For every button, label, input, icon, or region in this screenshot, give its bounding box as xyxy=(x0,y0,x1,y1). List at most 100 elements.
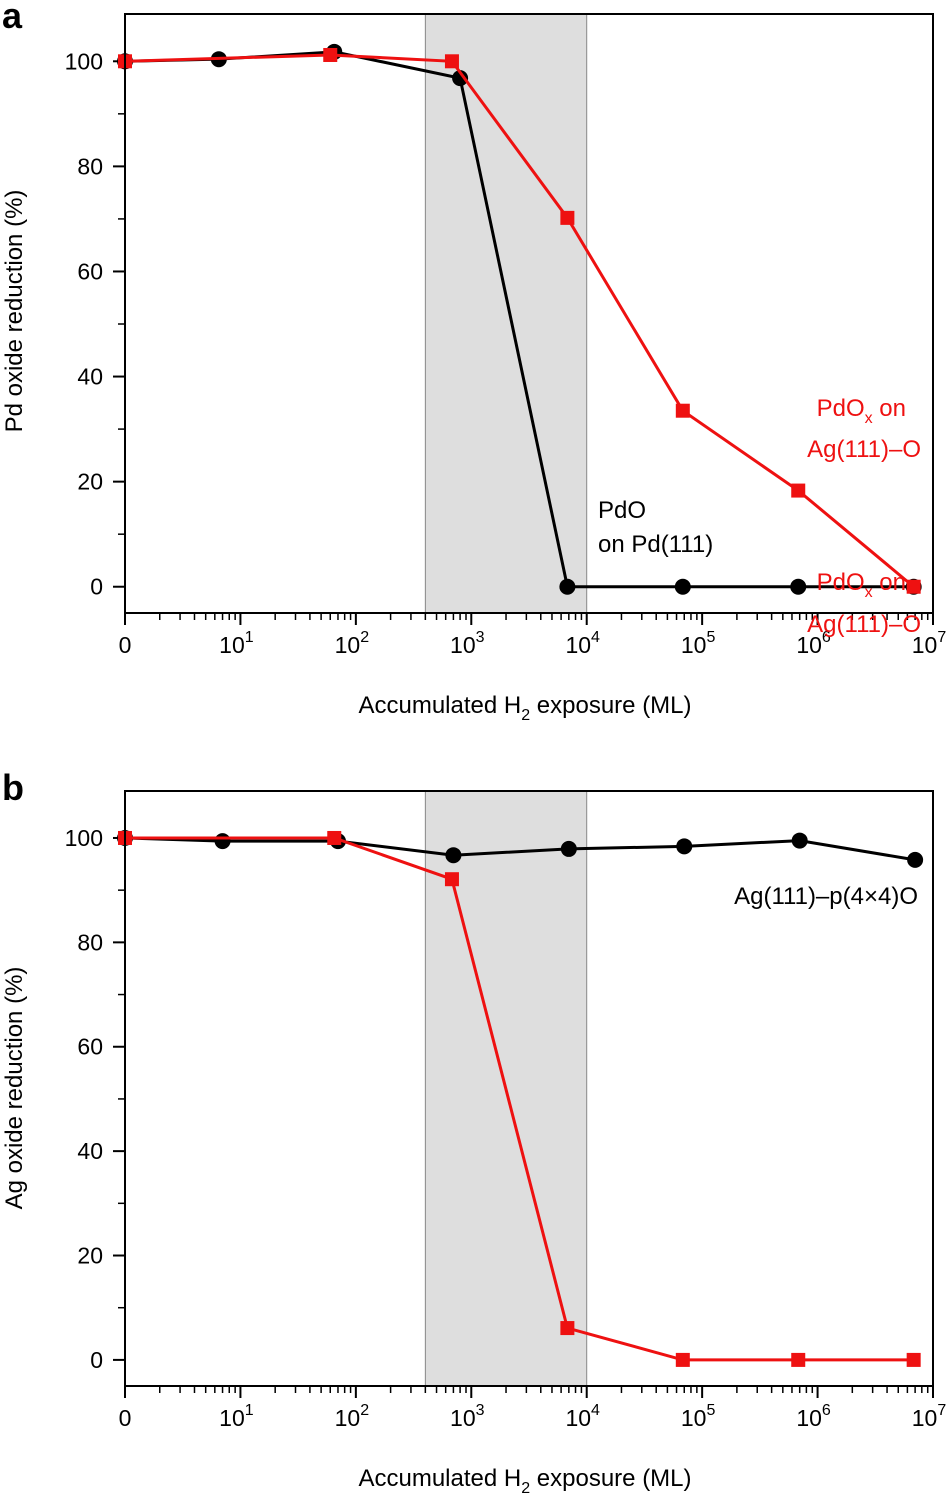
data-point-circle xyxy=(214,833,231,850)
x-tick-label: 106 xyxy=(796,1402,831,1431)
x-tick-label-base: 10 xyxy=(450,1405,476,1431)
data-point-square xyxy=(791,483,806,498)
x-tick-label: 106 xyxy=(796,629,831,658)
x-tick-label: 102 xyxy=(335,629,370,658)
panel-a-annotation-pdox-main: PdO xyxy=(817,395,865,422)
x-tick-label-base: 10 xyxy=(219,1405,245,1431)
data-point-circle xyxy=(790,578,807,595)
data-point-square xyxy=(675,1352,690,1367)
panel-a-x-axis-label: Accumulated H2 exposure (ML) xyxy=(358,692,691,724)
panel-b-series xyxy=(117,829,924,1367)
data-point-square xyxy=(327,830,342,845)
x-tick-label-exponent: 6 xyxy=(822,629,831,646)
series-red-squares xyxy=(118,830,921,1367)
x-tick-label-base: 10 xyxy=(219,632,245,658)
panel-b-x-axis-label-tail: exposure (ML) xyxy=(530,1465,691,1492)
x-tick-label-exponent: 5 xyxy=(706,629,715,646)
x-tick-label: 107 xyxy=(912,1402,947,1431)
x-tick-label-base: 10 xyxy=(335,632,361,658)
panel-b-x-tick-labels: 0 101 102 103 104 105 106 107 xyxy=(119,1402,947,1431)
y-tick-label: 20 xyxy=(77,469,103,495)
data-point-circle xyxy=(674,578,691,595)
panel-b-annotation-pdox-sub: x xyxy=(865,584,873,601)
data-point-square xyxy=(323,47,338,62)
data-point-circle xyxy=(560,840,577,857)
panel-b-x-axis-label-main: Accumulated H xyxy=(358,1465,521,1492)
data-point-circle xyxy=(907,851,924,868)
x-tick-label: 103 xyxy=(450,629,485,658)
y-tick-label: 0 xyxy=(90,1347,103,1373)
panel-b-x-axis-label-sub: 2 xyxy=(521,1480,530,1497)
data-point-square xyxy=(444,54,459,69)
x-tick-label-base: 10 xyxy=(796,632,822,658)
x-tick-label-exponent: 4 xyxy=(591,1402,600,1419)
y-tick-label: 60 xyxy=(77,1034,103,1060)
y-tick-label: 60 xyxy=(77,258,103,284)
y-tick-label: 100 xyxy=(65,825,103,851)
panel-b-annotation-pdox-main: PdO xyxy=(817,569,865,596)
x-tick-label: 107 xyxy=(912,629,947,658)
x-tick-label-base: 10 xyxy=(681,1405,707,1431)
panel-b-letter: b xyxy=(2,767,24,808)
panel-a-annotation-pdox-line1: PdOx on xyxy=(817,395,906,427)
x-tick-label-base: 10 xyxy=(565,632,591,658)
panel-b-y-tick-labels: 0 20 40 60 80 100 xyxy=(65,825,103,1373)
data-point-square xyxy=(675,403,690,418)
panel-b-plot-frame xyxy=(124,790,934,1387)
data-point-square xyxy=(560,210,575,225)
data-point-square xyxy=(791,1352,806,1367)
x-tick-label-base: 10 xyxy=(912,632,938,658)
x-tick-label-exponent: 7 xyxy=(937,629,946,646)
x-tick-label: 0 xyxy=(119,1405,132,1431)
x-tick-label-exponent: 3 xyxy=(476,629,485,646)
x-tick-label: 101 xyxy=(219,629,254,658)
x-tick-label-exponent: 3 xyxy=(476,1402,485,1419)
data-point-circle xyxy=(452,70,469,87)
panel-a-x-axis-label-sub: 2 xyxy=(521,707,530,724)
y-tick-label: 40 xyxy=(77,364,103,390)
x-tick-label-exponent: 2 xyxy=(360,1402,369,1419)
panel-a-annotation-pdo-line2: on Pd(111) xyxy=(598,531,713,558)
data-point-square xyxy=(560,1321,575,1336)
panel-b-y-axis-label: Ag oxide reduction (%) xyxy=(1,967,28,1210)
panel-b-annotation-pdox-line2: Ag(111)–O xyxy=(807,611,921,638)
x-tick-label: 104 xyxy=(565,629,600,658)
x-tick-label-base: 10 xyxy=(681,632,707,658)
panel-a-annotation-pdox-on: on xyxy=(873,395,906,422)
data-point-circle xyxy=(445,847,462,864)
panel-b-annotation-pdox-on: on xyxy=(873,569,906,596)
x-tick-label: 104 xyxy=(565,1402,600,1431)
panel-b-annotation-ag-p4x4o: Ag(111)–p(4×4)O xyxy=(734,883,918,910)
panel-a-annotation-pdox-sub: x xyxy=(865,410,873,427)
y-tick-label: 80 xyxy=(77,929,103,955)
x-tick-label-exponent: 6 xyxy=(822,1402,831,1419)
panel-a-annotation-pdox-line2: Ag(111)–O xyxy=(807,436,921,463)
y-tick-label: 20 xyxy=(77,1243,103,1269)
x-tick-label: 105 xyxy=(681,629,716,658)
x-tick-label-base: 10 xyxy=(565,1405,591,1431)
panel-a-y-axis-label: Pd oxide reduction (%) xyxy=(1,190,28,433)
panel-a-plot-frame xyxy=(124,13,934,614)
panel-a-y-tick-labels: 0 20 40 60 80 100 xyxy=(65,48,103,599)
panel-b-annotation-pdox-line1: PdOx on xyxy=(817,569,906,601)
panel-a-x-tick-labels: 0 101 102 103 104 105 106 107 xyxy=(119,629,947,658)
x-tick-label-exponent: 7 xyxy=(937,1402,946,1419)
x-tick-label: 103 xyxy=(450,1402,485,1431)
data-point-circle xyxy=(676,838,693,855)
y-tick-label: 100 xyxy=(65,48,103,74)
x-tick-label-base: 10 xyxy=(912,1405,938,1431)
x-tick-label-base: 0 xyxy=(119,632,132,658)
panel-a-shaded-region xyxy=(424,13,588,614)
x-tick-label: 105 xyxy=(681,1402,716,1431)
x-tick-label-base: 10 xyxy=(796,1405,822,1431)
data-point-square xyxy=(444,872,459,887)
panel-b-ticks xyxy=(113,836,934,1398)
panel-a-letter: a xyxy=(2,0,23,36)
x-tick-label-base: 10 xyxy=(450,632,476,658)
panel-a-x-axis-label-tail: exposure (ML) xyxy=(530,692,691,719)
y-tick-label: 40 xyxy=(77,1138,103,1164)
x-tick-label-exponent: 4 xyxy=(591,629,600,646)
panel-a-series xyxy=(117,43,922,595)
data-point-square xyxy=(906,579,921,594)
